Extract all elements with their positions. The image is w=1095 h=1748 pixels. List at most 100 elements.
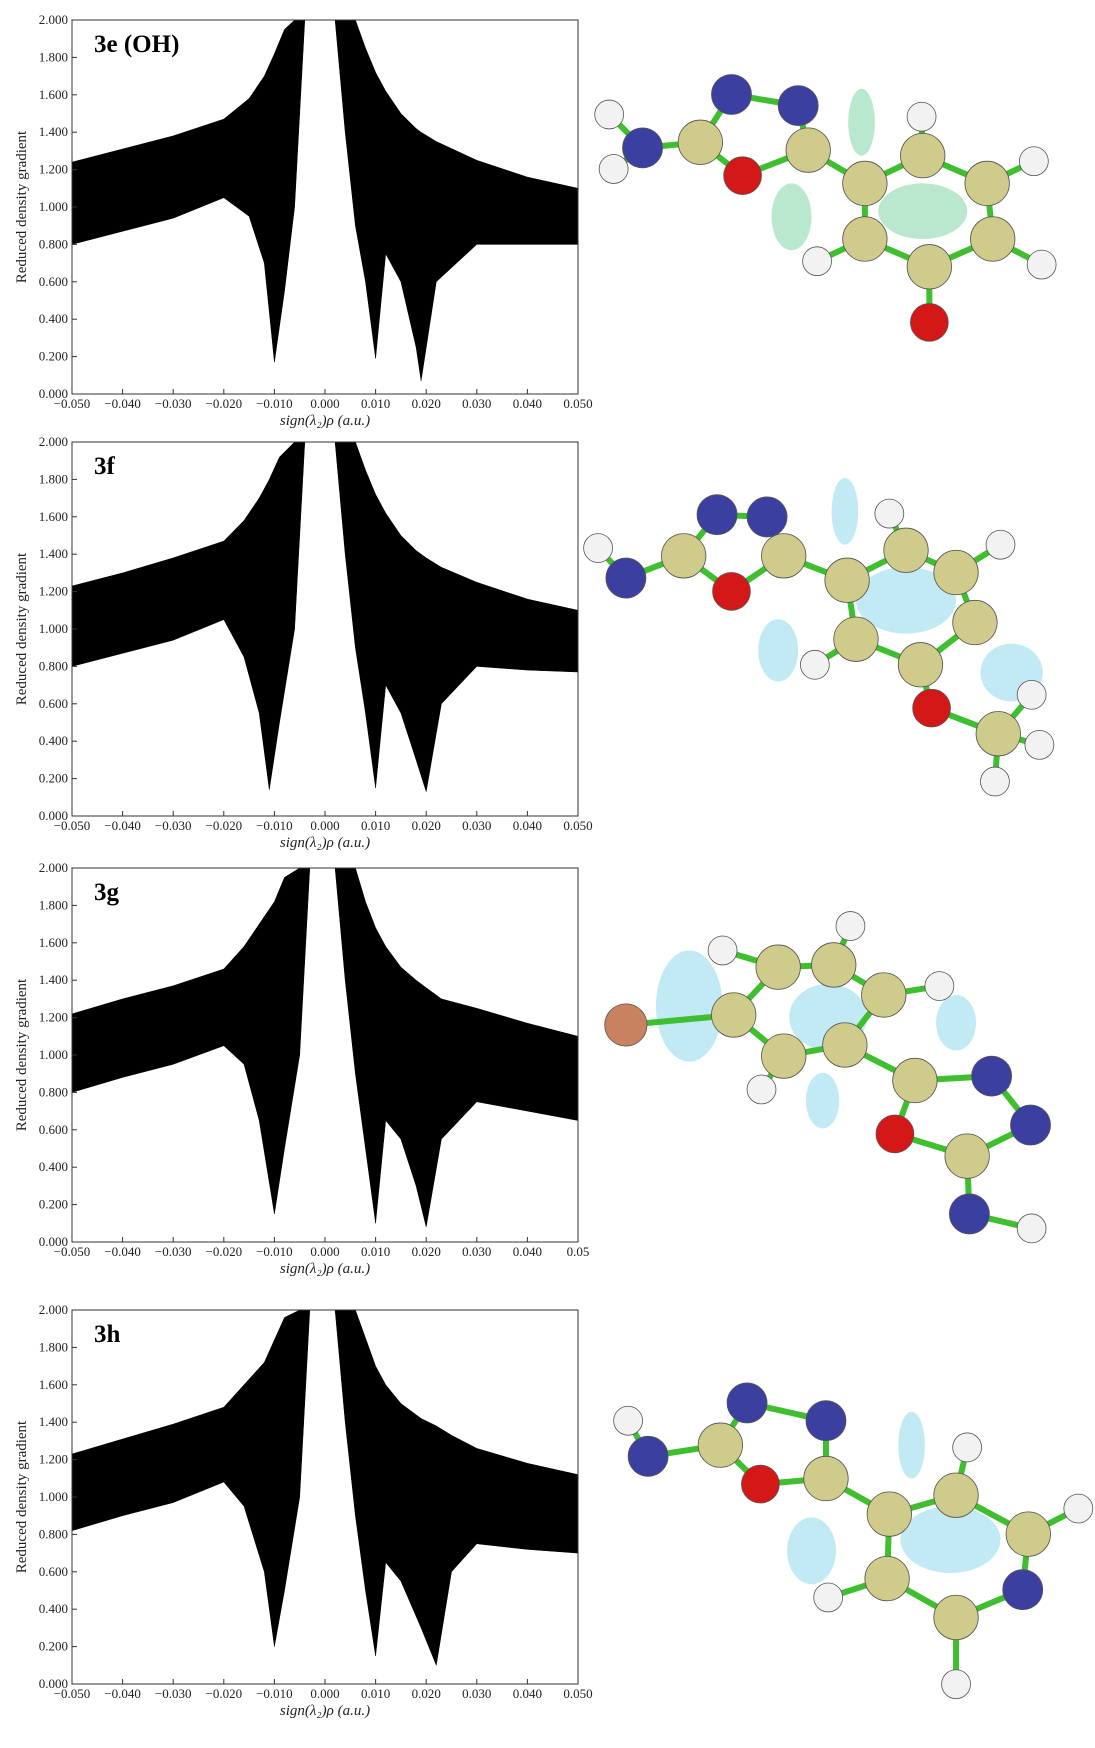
x-tick-label: −0.020 [206, 818, 243, 833]
x-tick-label: −0.010 [256, 396, 293, 411]
y-tick-label: 0.200 [39, 1197, 68, 1212]
point-cloud [72, 442, 305, 790]
x-tick-label: 0.030 [462, 1244, 491, 1259]
x-tick-label: 0.030 [462, 818, 491, 833]
atom [1003, 1570, 1043, 1610]
y-axis-label: Reduced density gradient [14, 978, 30, 1131]
y-tick-label: 2.000 [39, 1302, 68, 1317]
atom [814, 1583, 843, 1612]
x-tick-label: 0.000 [310, 396, 339, 411]
x-tick-label: 0.040 [513, 1244, 542, 1259]
y-tick-label: 0.600 [39, 696, 68, 711]
x-tick-label: −0.040 [104, 1244, 141, 1259]
x-axis-label: sign(λ₂)ρ (a.u.) [280, 413, 370, 429]
atom [953, 600, 997, 644]
atom [727, 1383, 767, 1423]
atom [986, 530, 1015, 559]
x-tick-label: 0.000 [310, 1686, 339, 1701]
x-tick-label: 0.040 [513, 1686, 542, 1701]
figure: 0.0000.2000.4000.6000.8001.0001.2001.400… [0, 0, 1095, 1748]
y-tick-label: 2.000 [39, 434, 68, 449]
x-tick-label: 0.05 [567, 1244, 590, 1259]
atom [713, 573, 751, 611]
x-tick-label: −0.010 [256, 1686, 293, 1701]
atom [907, 245, 951, 289]
isosurface [848, 89, 875, 156]
atom [724, 157, 762, 195]
y-tick-label: 1.800 [39, 1339, 68, 1354]
y-tick-label: 1.200 [39, 584, 68, 599]
atom [976, 711, 1020, 755]
x-tick-label: 0.050 [563, 396, 592, 411]
y-tick-label: 1.000 [39, 1047, 68, 1062]
x-tick-label: 0.050 [563, 818, 592, 833]
point-cloud [72, 1310, 310, 1647]
atom [708, 936, 737, 965]
atom [884, 528, 928, 572]
x-tick-label: 0.020 [412, 396, 441, 411]
atom [786, 128, 830, 172]
isosurface [787, 1517, 836, 1584]
atom [945, 1134, 989, 1178]
x-tick-label: −0.020 [206, 396, 243, 411]
atom [910, 303, 948, 341]
atom [605, 1004, 647, 1046]
point-cloud [335, 20, 578, 381]
atom [628, 1436, 668, 1476]
atom [599, 155, 628, 184]
atom [1064, 1494, 1093, 1523]
y-tick-label: 0.800 [39, 236, 68, 251]
atom [970, 217, 1014, 261]
x-tick-label: −0.050 [54, 396, 91, 411]
x-tick-label: 0.040 [513, 396, 542, 411]
isosurface [878, 183, 967, 239]
point-cloud [72, 868, 310, 1214]
atom [972, 1056, 1012, 1096]
atom [865, 1556, 909, 1600]
x-tick-label: −0.010 [256, 818, 293, 833]
x-tick-label: 0.020 [412, 1244, 441, 1259]
x-tick-label: 0.010 [361, 1244, 390, 1259]
atom [812, 943, 856, 987]
atom [925, 972, 954, 1001]
x-tick-label: 0.010 [361, 396, 390, 411]
y-axis-label: Reduced density gradient [14, 552, 30, 705]
point-cloud [335, 442, 578, 792]
atom [898, 643, 942, 687]
isosurface [758, 619, 798, 681]
molecule [584, 478, 1054, 796]
y-tick-label: 1.400 [39, 546, 68, 561]
atom [823, 1023, 867, 1067]
atom [800, 650, 829, 679]
isosurface [936, 995, 976, 1051]
x-tick-label: 0.030 [462, 396, 491, 411]
isosurface [898, 1412, 925, 1479]
x-axis-label: sign(λ₂)ρ (a.u.) [280, 1703, 370, 1719]
y-tick-label: 1.000 [39, 1489, 68, 1504]
y-tick-label: 0.600 [39, 1122, 68, 1137]
y-tick-label: 1.000 [39, 621, 68, 636]
y-tick-label: 1.600 [39, 509, 68, 524]
atom [836, 912, 865, 941]
atom [614, 1406, 643, 1435]
x-tick-label: −0.030 [155, 818, 192, 833]
x-tick-label: 0.010 [361, 818, 390, 833]
panel-label: 3e (OH) [94, 31, 179, 58]
atom [934, 1595, 978, 1639]
atom [843, 161, 887, 205]
x-tick-label: −0.020 [206, 1244, 243, 1259]
y-tick-label: 0.600 [39, 1564, 68, 1579]
molecule [595, 74, 1056, 341]
atom [834, 617, 878, 661]
atom [900, 133, 944, 177]
y-tick-label: 1.600 [39, 935, 68, 950]
x-tick-label: 0.020 [412, 818, 441, 833]
y-tick-label: 1.400 [39, 124, 68, 139]
x-tick-label: 0.000 [310, 818, 339, 833]
atom [595, 100, 624, 129]
atom [711, 993, 755, 1037]
y-axis-label: Reduced density gradient [14, 1420, 30, 1573]
atom [862, 973, 906, 1017]
x-tick-label: −0.030 [155, 1686, 192, 1701]
x-tick-label: −0.030 [155, 1244, 192, 1259]
